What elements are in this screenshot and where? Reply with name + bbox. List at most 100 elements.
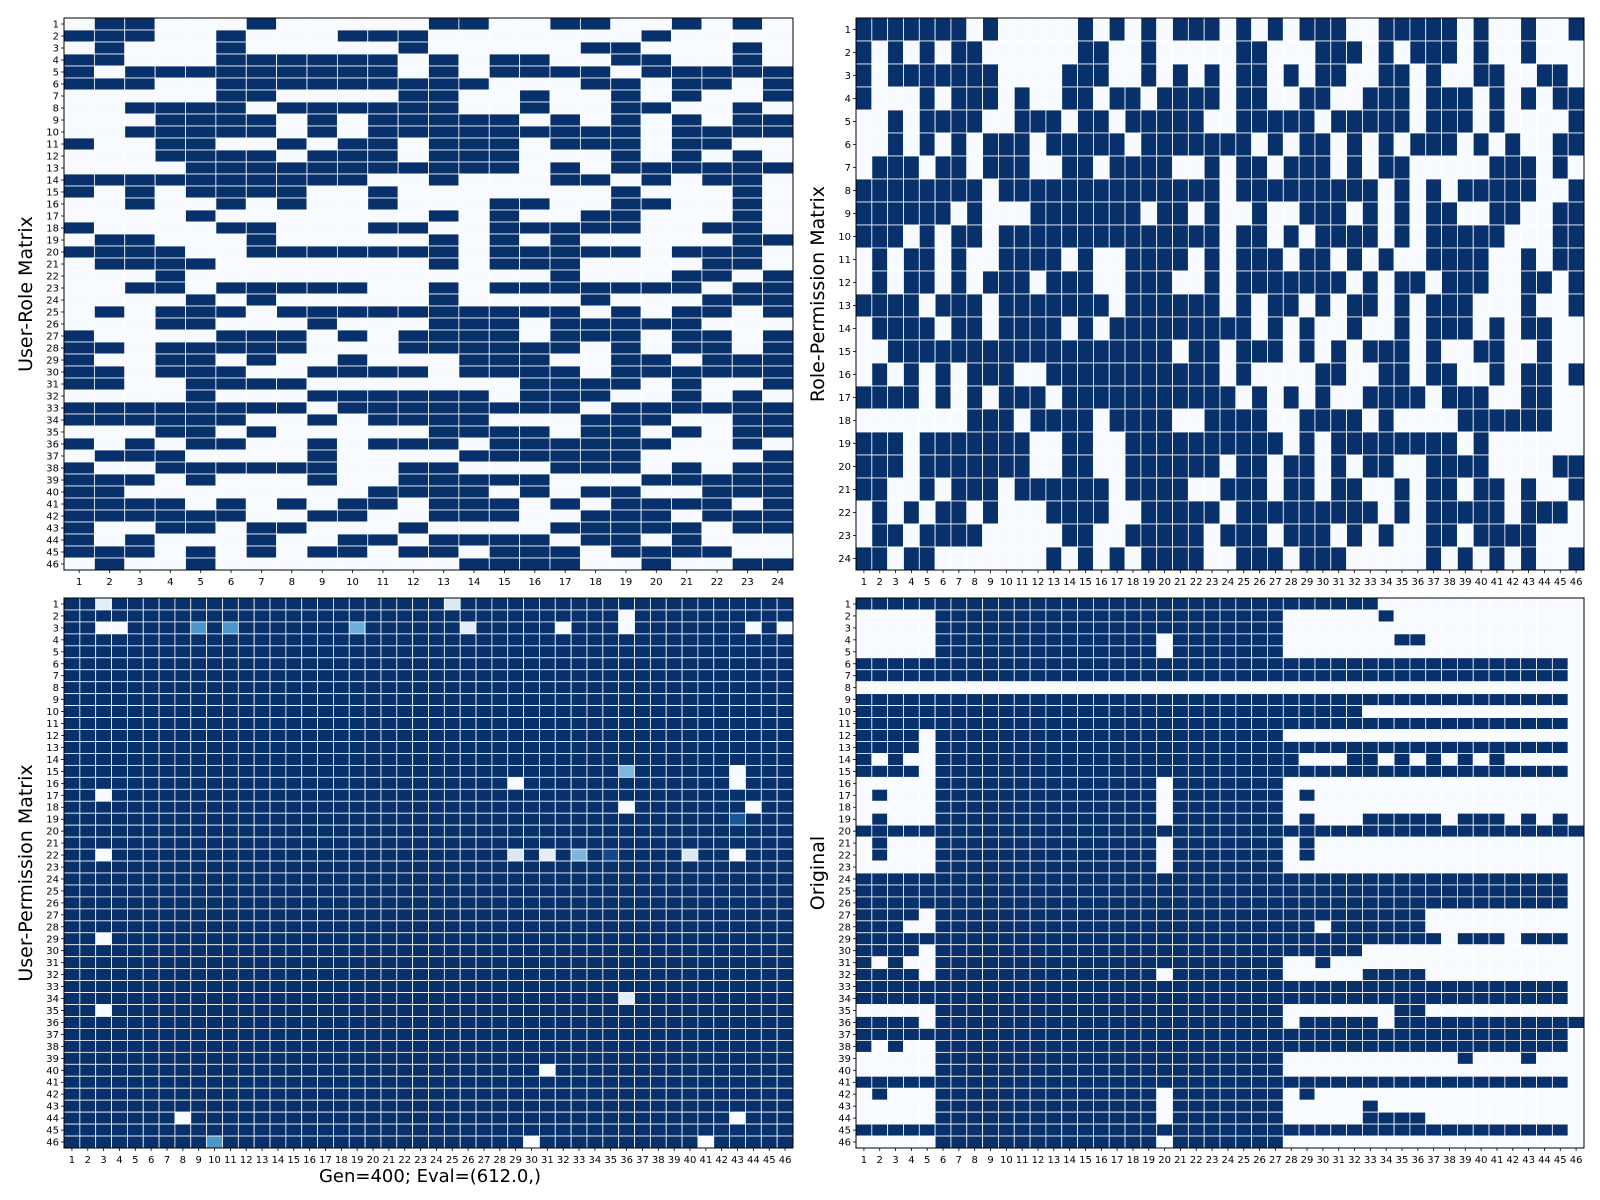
- heatmap-cell: [428, 557, 460, 571]
- heatmap-cell: [124, 329, 156, 343]
- heatmap-cell: [665, 741, 683, 754]
- heatmap-cell: [523, 753, 540, 766]
- heatmap-cell: [701, 113, 733, 127]
- heatmap-cell: [380, 1063, 398, 1077]
- heatmap-cell: [1267, 546, 1284, 571]
- heatmap-cell: [488, 101, 521, 115]
- heatmap-cell: [475, 1028, 493, 1041]
- heatmap-cell: [610, 521, 642, 535]
- heatmap-cell: [222, 932, 239, 946]
- heatmap-cell: [998, 40, 1015, 65]
- heatmap-cell: [185, 17, 217, 31]
- heatmap-cell: [697, 800, 715, 814]
- heatmap-cell: [618, 920, 635, 934]
- heatmap-cell: [301, 800, 318, 814]
- heatmap-cell: [1536, 270, 1553, 295]
- heatmap-cell: [1504, 293, 1522, 318]
- heatmap-cell: [111, 884, 128, 898]
- heatmap-cell: [285, 1099, 303, 1113]
- heatmap-cell: [428, 521, 460, 535]
- heatmap-cell: [697, 621, 715, 635]
- heatmap-cell: [731, 101, 764, 115]
- heatmap-cell: [729, 968, 746, 982]
- x-tick-label: 39: [668, 1155, 681, 1166]
- heatmap-cell: [760, 753, 778, 766]
- heatmap-cell: [549, 497, 581, 511]
- heatmap-cell: [903, 40, 920, 65]
- heatmap-cell: [1156, 201, 1173, 226]
- y-tick-label: 1: [845, 25, 851, 36]
- heatmap-cell: [428, 872, 445, 886]
- heatmap-cell: [966, 40, 984, 65]
- heatmap-cell: [215, 161, 247, 175]
- heatmap-cell: [1267, 454, 1284, 479]
- heatmap-cell: [1267, 633, 1284, 647]
- heatmap-cell: [185, 521, 217, 535]
- heatmap-cell: [713, 1004, 731, 1017]
- heatmap-cell: [95, 812, 112, 826]
- heatmap-cell: [367, 161, 399, 175]
- heatmap-cell: [871, 362, 889, 387]
- heatmap-cell: [397, 377, 429, 391]
- heatmap-cell: [855, 621, 873, 635]
- heatmap-cell: [1346, 132, 1363, 157]
- heatmap-cell: [570, 705, 588, 718]
- heatmap-cell: [618, 932, 635, 946]
- heatmap-cell: [95, 764, 112, 778]
- heatmap-cell: [776, 980, 794, 993]
- heatmap-cell: [634, 1004, 651, 1017]
- x-tick-label: 46: [779, 1155, 792, 1166]
- heatmap-cell: [729, 860, 746, 874]
- heatmap-cell: [475, 717, 493, 730]
- heatmap-cell: [1029, 546, 1047, 571]
- heatmap-cell: [1567, 247, 1585, 272]
- heatmap-cell: [871, 609, 889, 623]
- heatmap-cell: [523, 776, 540, 790]
- heatmap-cell: [333, 812, 350, 826]
- heatmap-cell: [154, 557, 186, 571]
- heatmap-cell: [79, 609, 97, 623]
- y-tick-label: 2: [53, 32, 59, 43]
- heatmap-cell: [618, 836, 635, 850]
- heatmap-cell: [1235, 597, 1253, 611]
- heatmap-cell: [665, 944, 683, 958]
- heatmap-cell: [190, 836, 208, 850]
- heatmap-cell: [762, 53, 794, 67]
- heatmap-cell: [671, 65, 703, 79]
- heatmap-cell: [634, 633, 651, 647]
- y-tick-label: 40: [46, 1066, 59, 1077]
- heatmap-cell: [649, 1135, 667, 1149]
- heatmap-cell: [367, 257, 399, 271]
- heatmap-cell: [713, 1111, 731, 1125]
- heatmap-cell: [634, 717, 651, 730]
- heatmap-cell: [126, 764, 144, 778]
- heatmap-cell: [93, 53, 126, 67]
- heatmap-cell: [982, 247, 999, 272]
- heatmap-cell: [364, 669, 382, 683]
- heatmap-cell: [745, 920, 762, 934]
- heatmap-cell: [649, 1039, 667, 1053]
- heatmap-cell: [1441, 523, 1458, 548]
- heatmap-cell: [63, 753, 81, 766]
- heatmap-cell: [190, 1099, 208, 1113]
- heatmap-cell: [1456, 224, 1474, 249]
- heatmap-cell: [586, 1099, 604, 1113]
- heatmap-cell: [79, 1099, 97, 1113]
- heatmap-cell: [253, 932, 271, 946]
- heatmap-cell: [549, 293, 581, 307]
- heatmap-cell: [681, 681, 699, 695]
- heatmap-cell: [285, 669, 303, 683]
- heatmap-cell: [1393, 385, 1411, 410]
- heatmap-cell: [640, 389, 672, 403]
- heatmap-cell: [158, 621, 176, 635]
- heatmap-cell: [458, 557, 490, 571]
- heatmap-cell: [488, 197, 521, 211]
- heatmap-cell: [745, 1111, 762, 1125]
- heatmap-cell: [745, 956, 762, 970]
- heatmap-cell: [237, 1028, 255, 1041]
- heatmap-cell: [554, 717, 572, 730]
- heatmap-cell: [458, 341, 490, 355]
- heatmap-cell: [701, 173, 733, 187]
- heatmap-cell: [539, 717, 556, 730]
- heatmap-cell: [745, 944, 762, 958]
